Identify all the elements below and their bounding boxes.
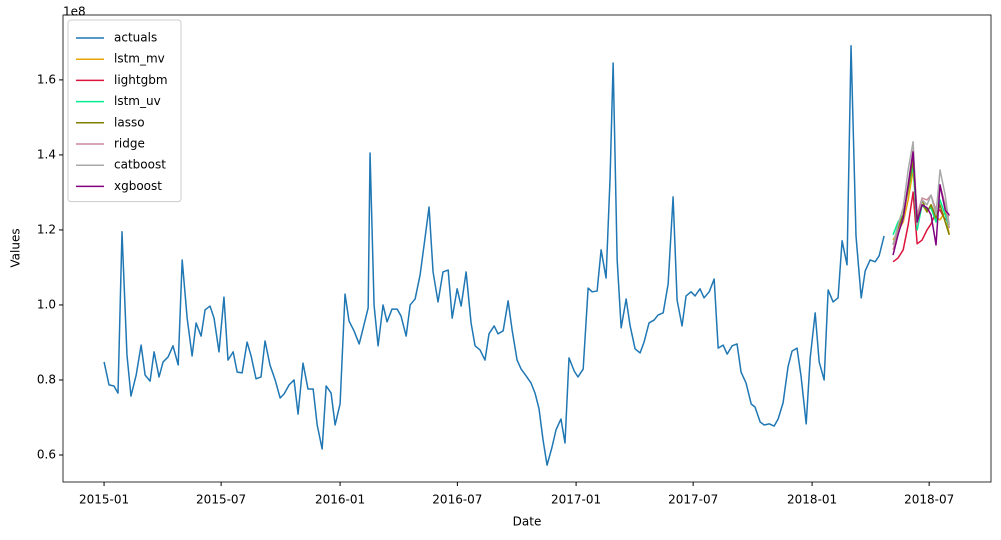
series-line bbox=[892, 151, 950, 256]
series-line bbox=[892, 141, 950, 246]
legend-label: catboost bbox=[114, 158, 166, 172]
x-tick-label: 2016-07 bbox=[432, 493, 482, 507]
legend-label: lightgbm bbox=[114, 73, 168, 87]
y-tick-label: 1.6 bbox=[37, 72, 56, 86]
y-offset-label: 1e8 bbox=[63, 5, 86, 19]
legend-label: ridge bbox=[114, 137, 145, 151]
y-tick-label: 0.6 bbox=[37, 447, 56, 461]
y-axis-label: Values bbox=[9, 228, 23, 267]
x-axis-label: Date bbox=[513, 515, 542, 529]
legend-label: actuals bbox=[114, 31, 157, 45]
legend-box bbox=[67, 19, 182, 203]
y-tick-label: 1.4 bbox=[37, 147, 56, 161]
x-tick-label: 2018-07 bbox=[904, 493, 954, 507]
x-tick-label: 2016-01 bbox=[315, 493, 365, 507]
y-tick-label: 1.0 bbox=[37, 297, 56, 311]
legend-label: lstm_uv bbox=[114, 94, 161, 108]
legend-label: xgboost bbox=[114, 179, 162, 193]
legend-label: lstm_mv bbox=[114, 52, 165, 66]
legend-label: lasso bbox=[114, 115, 145, 129]
x-tick-label: 2015-07 bbox=[196, 493, 246, 507]
x-tick-label: 2017-01 bbox=[551, 493, 601, 507]
x-tick-label: 2015-01 bbox=[79, 493, 129, 507]
y-tick-label: 1.2 bbox=[37, 222, 56, 236]
series-line bbox=[892, 191, 950, 263]
y-tick-label: 0.8 bbox=[37, 372, 56, 386]
series-line bbox=[103, 45, 885, 466]
x-tick-label: 2017-07 bbox=[668, 493, 718, 507]
x-tick-label: 2018-01 bbox=[787, 493, 837, 507]
plot-frame bbox=[62, 14, 992, 483]
